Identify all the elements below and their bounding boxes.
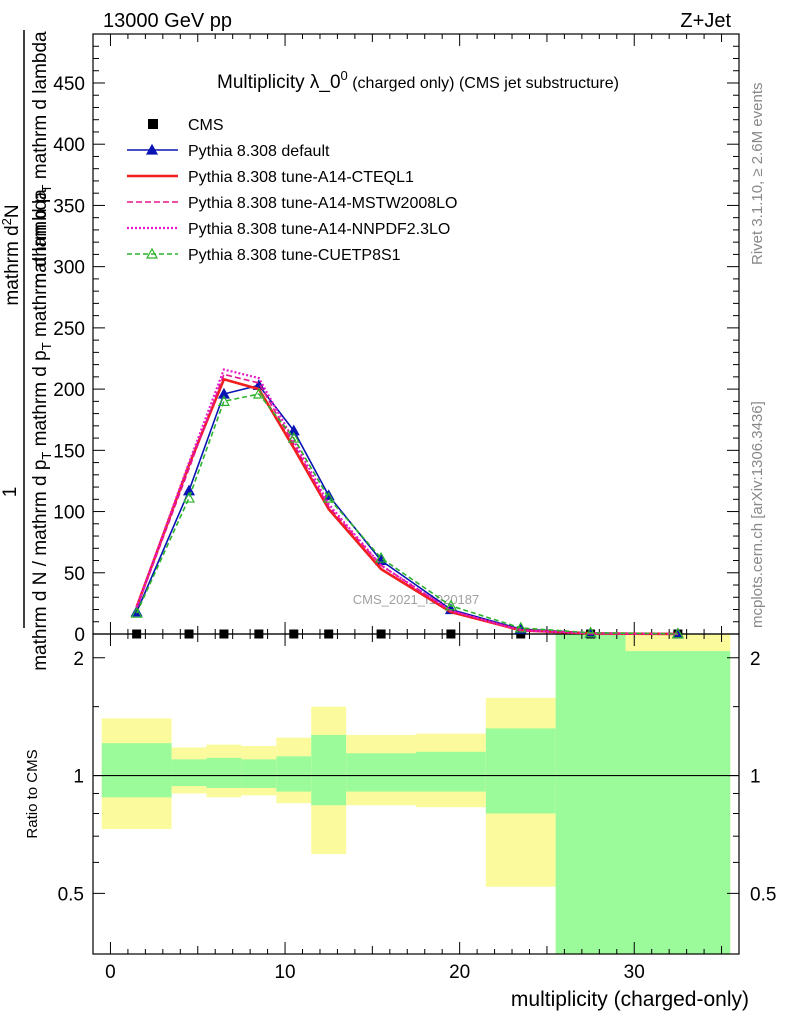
legend-item: Pythia 8.308 tune-A14-NNPDF2.3LO bbox=[127, 221, 450, 238]
ratio-panel-frame bbox=[92, 633, 740, 955]
chart-title-main: Multiplicity λ_0 bbox=[217, 72, 341, 93]
x-tick-label: 30 bbox=[624, 962, 645, 983]
ratio-tick-label: 2 bbox=[73, 649, 84, 670]
legend-label: CMS bbox=[188, 117, 224, 134]
cms-data-point bbox=[324, 629, 334, 639]
x-tick-label: 20 bbox=[449, 962, 470, 983]
series-line bbox=[135, 393, 678, 635]
series-marker bbox=[322, 491, 335, 503]
ratio-inner-band bbox=[241, 759, 277, 788]
legend-item: Pythia 8.308 default bbox=[127, 143, 330, 160]
chart-title-sup: 0 bbox=[341, 68, 348, 83]
y-title-numerator: 1 bbox=[0, 487, 21, 498]
ratio-inner-band bbox=[485, 728, 556, 814]
chart-title: Multiplicity λ_00 (charged only) (CMS je… bbox=[217, 68, 619, 93]
y-title-denominator-upper: mathrm d pT mathrm d lambda bbox=[30, 31, 54, 289]
ratio-inner-band bbox=[206, 757, 242, 788]
rivet-version-label: Rivet 3.1.10, ≥ 2.6M events bbox=[749, 83, 766, 266]
series-marker bbox=[514, 621, 527, 633]
series-marker bbox=[217, 387, 230, 399]
cms-data-point bbox=[219, 629, 229, 639]
series-marker bbox=[217, 395, 230, 406]
ratio-inner-band bbox=[416, 751, 486, 792]
series-marker bbox=[584, 626, 597, 638]
x-tick-label: 0 bbox=[105, 962, 116, 983]
cms-data-point bbox=[516, 629, 526, 639]
y-tick-label: 350 bbox=[53, 196, 85, 217]
ratio-inner-band bbox=[555, 634, 626, 954]
legend-marker-square bbox=[148, 119, 158, 129]
legend-label: Pythia 8.308 tune-CUETP8S1 bbox=[188, 247, 401, 264]
ratio-y-axis-title: Ratio to CMS bbox=[24, 749, 41, 838]
legend-item: Pythia 8.308 tune-CUETP8S1 bbox=[127, 247, 401, 264]
ratio-tick-label-right: 2 bbox=[750, 649, 761, 670]
y-tick-label: 200 bbox=[53, 380, 85, 401]
ratio-inner-band bbox=[346, 753, 416, 792]
y-tick-label: 450 bbox=[53, 74, 85, 95]
chart-title-suffix: (charged only) (CMS jet substructure) bbox=[348, 75, 619, 92]
y-tick-label: 150 bbox=[53, 441, 85, 462]
y-title-denominator: mathrm d N / mathrm d pT mathrm d pT mat… bbox=[30, 189, 54, 671]
legend-label: Pythia 8.308 tune-A14-CTEQL1 bbox=[188, 169, 414, 186]
y-tick-label: 100 bbox=[53, 503, 85, 524]
main-y-axis: 0 50 100 150 200 250 300 350 400 450 bbox=[53, 45, 739, 646]
header-energy: 13000 GeV pp bbox=[103, 10, 232, 32]
legend-item: CMS bbox=[148, 117, 224, 134]
y-tick-label: 250 bbox=[53, 319, 85, 340]
cms-data-point bbox=[446, 629, 456, 639]
legend-label: Pythia 8.308 default bbox=[188, 143, 330, 160]
analysis-watermark: CMS_2021_I1920187 bbox=[353, 592, 480, 607]
series-marker bbox=[375, 551, 388, 563]
legend-marker bbox=[145, 143, 159, 155]
cms-data-point bbox=[132, 629, 142, 639]
series-marker bbox=[130, 606, 143, 618]
y-title-top: mathrm d2N bbox=[0, 204, 23, 305]
cms-data-point bbox=[184, 629, 194, 639]
cms-data-point bbox=[376, 629, 386, 639]
ratio-inner-band bbox=[625, 651, 731, 954]
series-marker bbox=[671, 627, 684, 639]
x-axis-title: multiplicity (charged-only) bbox=[511, 988, 749, 1011]
series-marker bbox=[287, 431, 300, 443]
ratio-tick-label-right: 0.5 bbox=[750, 884, 776, 905]
ratio-tick-label: 0.5 bbox=[58, 884, 84, 905]
legend-item: Pythia 8.308 tune-A14-CTEQL1 bbox=[127, 169, 414, 186]
ratio-inner-band bbox=[276, 756, 312, 792]
series-marker bbox=[287, 424, 300, 436]
y-tick-label: 0 bbox=[74, 625, 85, 646]
legend: CMS Pythia 8.308 default Pythia 8.308 tune… bbox=[127, 117, 457, 264]
cms-data-point bbox=[289, 629, 299, 639]
ratio-inner-band bbox=[101, 743, 172, 798]
ratio-tick-label-right: 1 bbox=[750, 767, 761, 788]
ratio-inner-band bbox=[311, 734, 347, 806]
mcplots-reference-label: mcplots.cern.ch [arXiv:1306.3436] bbox=[749, 401, 766, 628]
y-tick-label: 300 bbox=[53, 258, 85, 279]
ratio-bands bbox=[93, 634, 739, 954]
main-y-axis-title: 1 mathrm d2N mathrm d pT mathrm d lambda… bbox=[0, 30, 54, 671]
header-process: Z+Jet bbox=[680, 10, 731, 32]
series-marker bbox=[444, 599, 457, 611]
series-marker bbox=[252, 387, 265, 399]
ratio-y-axis: 0.5 0.5 1 1 2 2 bbox=[58, 649, 777, 906]
cms-data-point bbox=[254, 629, 264, 639]
y-tick-label: 50 bbox=[64, 564, 85, 585]
ratio-tick-label: 1 bbox=[73, 767, 84, 788]
main-series bbox=[130, 368, 684, 639]
y-tick-label: 400 bbox=[53, 135, 85, 156]
legend-item: Pythia 8.308 tune-A14-MSTW2008LO bbox=[127, 195, 457, 212]
ratio-inner-band bbox=[171, 759, 207, 787]
x-axis: 0 10 20 30 bbox=[105, 34, 723, 983]
legend-label: Pythia 8.308 tune-A14-MSTW2008LO bbox=[188, 195, 457, 212]
series-marker bbox=[183, 491, 196, 503]
x-tick-label: 10 bbox=[274, 962, 295, 983]
legend-marker bbox=[145, 247, 159, 259]
series-line bbox=[135, 368, 678, 635]
legend-label: Pythia 8.308 tune-A14-NNPDF2.3LO bbox=[188, 221, 450, 238]
